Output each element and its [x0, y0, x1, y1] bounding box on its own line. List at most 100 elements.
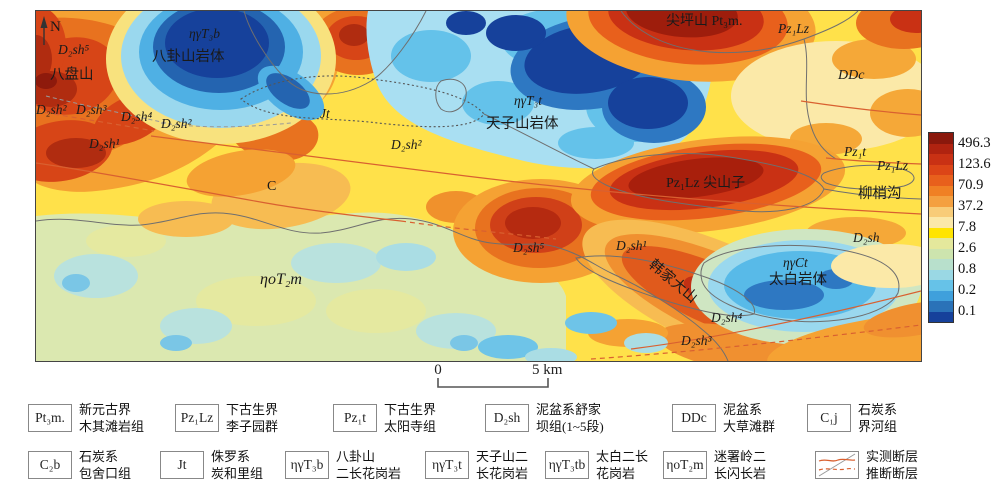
legend-row-1: Pt₃m. 新元古界 木其滩岩组 Pz₁Lz 下古生界 李子园群 Pz₁t 下古生界 太阳寺组 D… [0, 402, 999, 442]
colorbar-tick-labels: 496.3 123.6 70.9 37.2 7.8 2.6 0.8 0.2 0.1 [958, 132, 999, 321]
legend-description-line: 石炭系 [858, 402, 898, 417]
map-label: ηγT₃t [514, 93, 543, 108]
colorbar-tick-label: 2.6 [958, 239, 977, 256]
legend-description: 下古生界 李子园群 [226, 402, 278, 435]
legend-row-2: C₂b 石炭系 包舍口组 Jt 侏罗系 炭和里组 ηγT₃b 八卦山 二长花岗岩 ηγT₃t 天子山… [0, 449, 999, 487]
colorbar-segment [929, 175, 953, 186]
legend-item: ηoT₂m 迷署岭二 长闪长岩 [663, 449, 766, 482]
map-label: Pz₁Lz [876, 158, 909, 173]
legend-code-box: ηγT₃tb [545, 451, 589, 479]
colorbar-segment [929, 280, 953, 291]
colorbar-segment [929, 227, 953, 238]
legend-description-line: 太阳寺组 [384, 418, 437, 434]
map-label: ηoT₂m [260, 271, 302, 288]
map-label: 柳梢沟 [858, 185, 902, 202]
legend-item: ηγT₃b 八卦山 二长花岗岩 [285, 449, 401, 482]
legend-description-line: 李子园群 [226, 418, 279, 434]
legend-code-box: Pz₁Lz [175, 404, 219, 432]
legend-item: ηγT₃t 天子山二 长花岗岩 [425, 449, 528, 482]
map-label: D₂sh⁵ [512, 240, 544, 255]
legend-code-box: C₁j [807, 404, 851, 432]
legend-description-line: 下古生界 [384, 402, 437, 417]
legend-description: 石炭系 包舍口组 [79, 449, 131, 482]
legend-description-line: 侏罗系 [211, 449, 251, 464]
map-label: 八卦山岩体 [152, 48, 225, 65]
legend-description: 实测断层 推断断层 [866, 449, 918, 482]
map-label: Jt [320, 106, 331, 121]
map-labels: D₂sh⁵ 八盘山 ηγT₃b 八卦山岩体 尖坪山 Pt₃m. Pz₁Lz DDc D₂sh²… [36, 13, 909, 348]
legend-item: Pz₁Lz 下古生界 李子园群 [175, 402, 278, 435]
colorbar [928, 132, 954, 323]
map-label: 天子山岩体 [486, 115, 559, 132]
colorbar-segment [929, 217, 953, 228]
legend-description-line: 木其滩岩组 [79, 418, 145, 434]
colorbar-segment [929, 311, 953, 322]
legend-description-line: 界河组 [858, 418, 898, 434]
legend-item: C₂b 石炭系 包舍口组 [28, 449, 131, 482]
legend-description-line: 大草滩群 [723, 418, 776, 434]
legend-description: 泥盆系 大草滩群 [723, 402, 775, 435]
legend-item: Jt 侏罗系 炭和里组 [160, 449, 263, 482]
map-label: D₂sh⁵ [57, 42, 89, 57]
legend-description-line: 八卦山 [336, 449, 376, 464]
scale-bar: 0 5 km [420, 361, 600, 391]
legend-description-line: 推断断层 [866, 465, 919, 481]
legend-item: DDc 泥盆系 大草滩群 [672, 402, 775, 435]
map-label: D₂sh² [390, 137, 422, 152]
map-frame: N D₂sh⁵ 八盘山 ηγT₃b 八卦山岩体 尖坪山 Pt₃m. Pz₁Lz DDc D₂s… [35, 10, 922, 362]
legend-code-box: ηoT₂m [663, 451, 707, 479]
legend-fault-symbol [815, 451, 859, 479]
map-label: 太白岩体 [769, 271, 827, 288]
legend-code-box: C₂b [28, 451, 72, 479]
legend-description-line: 石炭系 [79, 449, 119, 464]
north-arrow: N [40, 16, 61, 45]
colorbar-segment [929, 133, 953, 144]
colorbar-segment [929, 206, 953, 217]
map-label: 尖坪山 Pt₃m. [666, 13, 742, 29]
legend-description-line: 包舍口组 [79, 465, 132, 481]
fault-lines [36, 100, 921, 360]
legend-code-box: D₂sh [485, 404, 529, 432]
legend-description-line: 天子山二 [476, 449, 529, 464]
legend-description-line: 坝组(1~5段) [536, 418, 604, 434]
colorbar-tick-label: 37.2 [958, 197, 984, 214]
legend-description: 泥盆系舒家 坝组(1~5段) [536, 402, 604, 435]
legend-item: C₁j 石炭系 界河组 [807, 402, 897, 435]
map-label: D₂sh⁴ [710, 310, 742, 325]
scale-bar-end: 5 km [532, 362, 563, 378]
legend-description-line: 长闪长岩 [714, 465, 767, 481]
colorbar-tick-label: 123.6 [958, 155, 991, 172]
map-label: DDc [837, 68, 865, 83]
legend-description-line: 实测断层 [866, 449, 919, 464]
legend-code-box: Pz₁t [333, 404, 377, 432]
map-label: D₂sh² [36, 102, 67, 117]
map-label: D₂sh³ [75, 102, 107, 117]
colorbar-tick-label: 0.2 [958, 281, 977, 298]
legend-description-line: 迷署岭二 [714, 449, 767, 464]
colorbar-segment [929, 248, 953, 259]
colorbar-segment [929, 164, 953, 175]
map-label: ηγCt [783, 255, 809, 270]
map-label: D₂sh¹ [615, 238, 647, 253]
legend-description: 天子山二 长花岗岩 [476, 449, 528, 482]
legend-description-line: 二长花岗岩 [336, 465, 402, 481]
legend-code-box: Pt₃m. [28, 404, 72, 432]
legend-description: 迷署岭二 长闪长岩 [714, 449, 766, 482]
map-label: D₂sh⁴ [120, 109, 152, 124]
colorbar-segment [929, 238, 953, 249]
map-label: D₂sh² [160, 116, 192, 131]
legend-code-box: DDc [672, 404, 716, 432]
colorbar-segment [929, 185, 953, 196]
legend-item: 实测断层 推断断层 [815, 449, 918, 482]
legend-description: 石炭系 界河组 [858, 402, 897, 435]
map-label: Pz₁Lz [777, 21, 810, 36]
map-label: D₂sh [852, 230, 880, 245]
north-label: N [50, 19, 61, 35]
scale-bar-line [437, 378, 549, 388]
legend-item: Pt₃m. 新元古界 木其滩岩组 [28, 402, 144, 435]
legend-description-line: 泥盆系 [723, 402, 763, 417]
map-label: C [267, 179, 276, 194]
legend-description-line: 炭和里组 [211, 465, 264, 481]
